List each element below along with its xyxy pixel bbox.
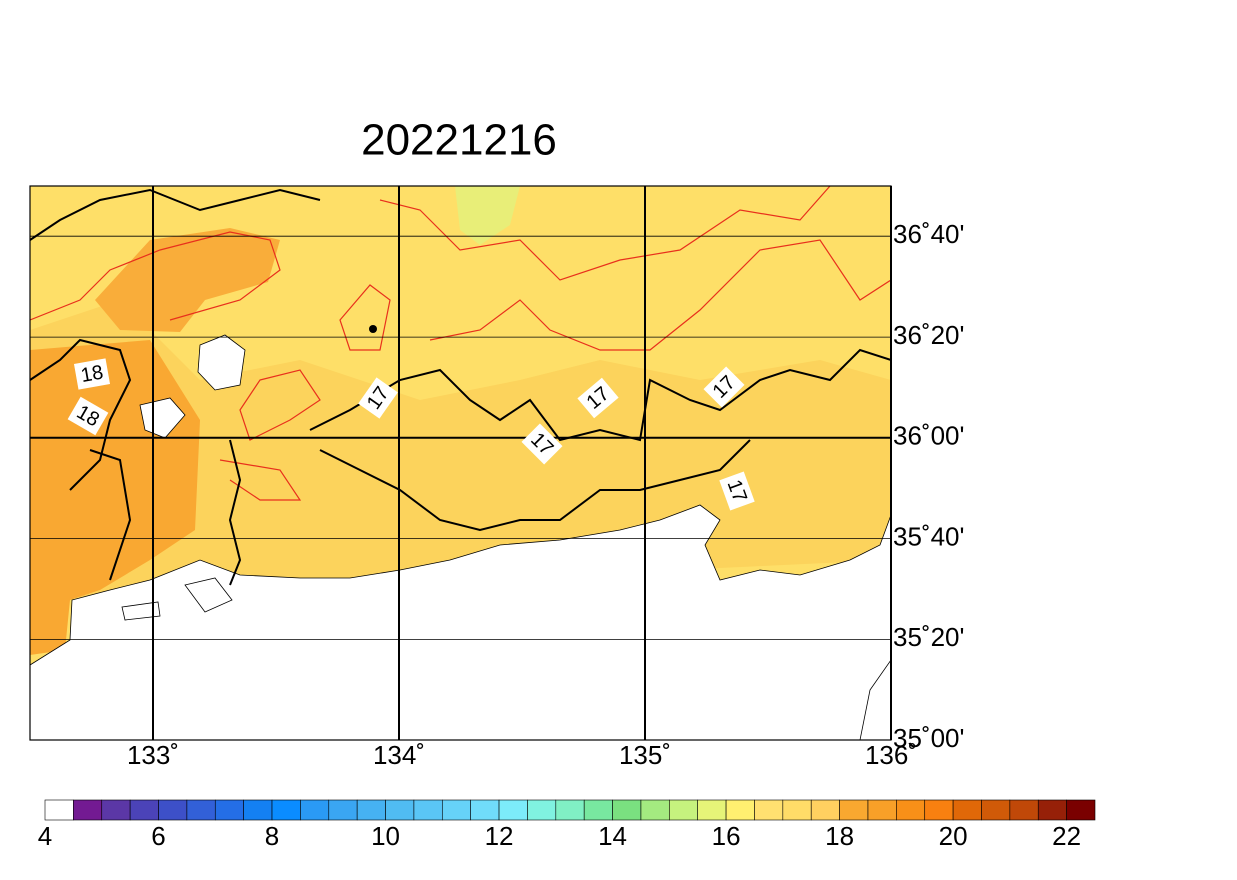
contour-label-box <box>67 396 109 436</box>
contour-label: 18 <box>73 358 111 390</box>
lat-tick-label: 36˚00' <box>893 421 964 451</box>
colorbar-box <box>555 799 585 821</box>
colorbar-box <box>697 799 727 821</box>
colorbar-box <box>1066 799 1096 821</box>
colorbar-box <box>73 799 103 821</box>
colorbar-box <box>810 799 840 821</box>
colorbar-tick-label: 4 <box>38 821 52 851</box>
lon-tick-label: 135˚ <box>619 740 671 770</box>
contour-label-box <box>521 423 563 465</box>
lon-tick-label: 133˚ <box>127 740 179 770</box>
lat-tick-label: 35˚00' <box>893 723 964 753</box>
contour-label: 17 <box>719 471 755 511</box>
colorbar-tick-label: 12 <box>485 821 514 851</box>
colorbar-box <box>101 799 131 821</box>
contour-label-box <box>577 377 619 419</box>
colorbar-box <box>271 799 301 821</box>
lon-tick-label: 134˚ <box>373 740 425 770</box>
colorbar-box <box>924 799 954 821</box>
colorbar-box <box>243 799 273 821</box>
lat-tick-label: 36˚20' <box>893 320 964 350</box>
colorbar-tick-label: 18 <box>825 821 854 851</box>
lat-tick-label: 35˚20' <box>893 622 964 652</box>
colorbar-box <box>640 799 670 821</box>
colorbar-box <box>612 799 642 821</box>
contour-label: 18 <box>67 396 109 436</box>
colorbar-box <box>441 799 471 821</box>
colorbar-box <box>1009 799 1039 821</box>
lat-tick-label: 36˚40' <box>893 219 964 249</box>
colorbar-box <box>754 799 784 821</box>
lat-tick-label: 35˚40' <box>893 521 964 551</box>
colorbar-box <box>356 799 386 821</box>
contour-label-box <box>719 471 755 511</box>
colorbar-box <box>839 799 869 821</box>
contour-label-text: 17 <box>520 588 542 610</box>
map-title: 20221216 <box>361 116 557 165</box>
colorbar-box <box>300 799 330 821</box>
map-frame <box>29 185 892 741</box>
sst-field <box>30 186 891 740</box>
colorbar-tick-label: 20 <box>939 821 968 851</box>
colorbar-box <box>583 799 613 821</box>
contour-label-text: 18 <box>79 362 105 388</box>
colorbar-box <box>385 799 415 821</box>
contour-label-box <box>358 377 398 419</box>
colorbar-box <box>470 799 500 821</box>
colorbar-tick-label: 10 <box>371 821 400 851</box>
colorbar-box <box>498 799 528 821</box>
colorbar-tick-label: 14 <box>598 821 627 851</box>
contour-label-box <box>703 366 745 408</box>
contour-label-box <box>73 358 111 390</box>
colorbar-box <box>413 799 443 821</box>
colorbar: 4 6 8 10 12 14 16 18 20 22 <box>38 799 1096 851</box>
colorbar-box <box>669 799 699 821</box>
colorbar-box <box>867 799 897 821</box>
colorbar-tick-label: 22 <box>1052 821 1081 851</box>
colorbar-box <box>952 799 982 821</box>
colorbar-tick-label: 8 <box>265 821 279 851</box>
colorbar-box <box>214 799 244 821</box>
colorbar-box <box>527 799 557 821</box>
colorbar-box <box>328 799 358 821</box>
colorbar-box <box>129 799 159 821</box>
colorbar-tick-label: 16 <box>712 821 741 851</box>
lon-tick-label: 136˚ <box>865 740 917 770</box>
colorbar-box <box>44 799 74 821</box>
colorbar-box <box>782 799 812 821</box>
colorbar-box <box>725 799 755 821</box>
colorbar-box <box>1037 799 1067 821</box>
colorbar-box <box>158 799 188 821</box>
colorbar-box <box>186 799 216 821</box>
colorbar-tick-label: 6 <box>151 821 165 851</box>
colorbar-box <box>896 799 926 821</box>
colorbar-box <box>981 799 1011 821</box>
